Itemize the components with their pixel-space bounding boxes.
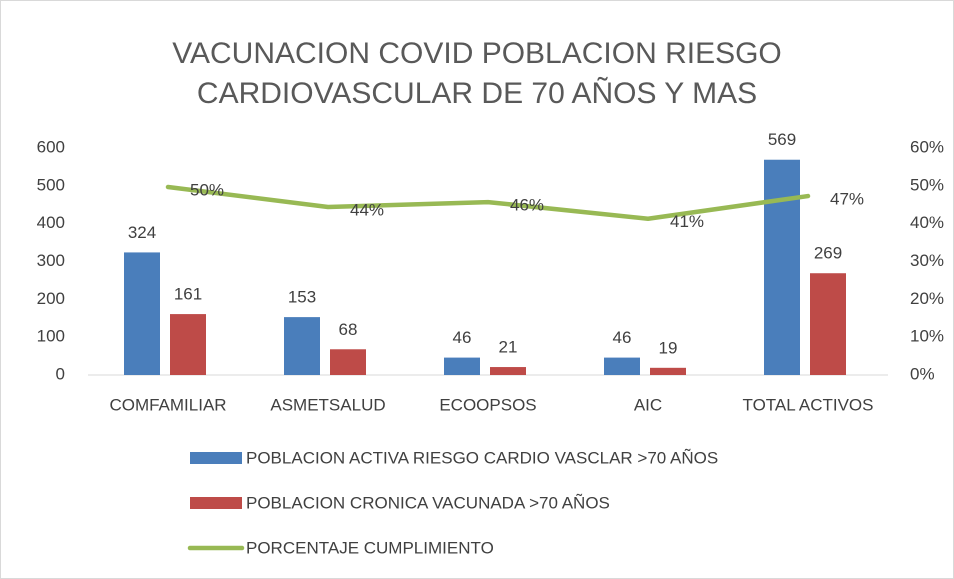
y2-tick-label: 30% [910, 251, 944, 270]
data-label: 41% [670, 212, 704, 231]
bar [810, 273, 846, 375]
chart-title: VACUNACION COVID POBLACION RIESGO CARDIO… [172, 37, 782, 110]
x-tick-label: COMFAMILIAR [109, 395, 226, 414]
data-label: 46% [510, 196, 544, 215]
data-label: 569 [768, 130, 796, 149]
y-tick-label: 400 [37, 213, 65, 232]
legend-label: PORCENTAJE CUMPLIMIENTO [246, 538, 494, 557]
bar [330, 349, 366, 375]
data-label: 153 [288, 288, 316, 307]
data-label: 19 [659, 338, 678, 357]
x-tick-label: ASMETSALUD [270, 395, 385, 414]
x-tick-label: TOTAL ACTIVOS [743, 395, 874, 414]
x-tick-label: AIC [634, 395, 662, 414]
y2-tick-label: 40% [910, 213, 944, 232]
y-tick-label: 500 [37, 175, 65, 194]
data-label: 44% [350, 201, 384, 220]
bar [764, 159, 800, 375]
bar [124, 252, 160, 375]
x-tick-label: ECOOPSOS [439, 395, 536, 414]
data-label: 68 [339, 320, 358, 339]
bar [170, 314, 206, 375]
legend-swatch [190, 452, 242, 464]
data-label: 46 [453, 328, 472, 347]
bar [604, 357, 640, 375]
bar [284, 317, 320, 375]
y2-tick-label: 60% [910, 137, 944, 156]
data-label: 324 [128, 223, 156, 242]
y2-tick-label: 50% [910, 175, 944, 194]
data-label: 21 [499, 338, 518, 357]
y-tick-label: 200 [37, 289, 65, 308]
bar [444, 357, 480, 375]
y2-tick-label: 0% [910, 364, 935, 383]
data-label: 47% [830, 190, 864, 209]
legend-label: POBLACION CRONICA VACUNADA >70 AÑOS [246, 493, 610, 512]
y2-tick-label: 10% [910, 327, 944, 346]
data-label: 269 [814, 244, 842, 263]
legend-swatch [190, 497, 242, 509]
data-label: 161 [174, 285, 202, 304]
bar [490, 367, 526, 375]
y-tick-label: 600 [37, 137, 65, 156]
y2-tick-label: 20% [910, 289, 944, 308]
y-tick-label: 0 [56, 364, 65, 383]
legend-label: POBLACION ACTIVA RIESGO CARDIO VASCLAR >… [246, 448, 718, 467]
data-label: 46 [613, 328, 632, 347]
line-series [165, 184, 811, 221]
data-label: 50% [190, 180, 224, 199]
y-tick-label: 100 [37, 327, 65, 346]
y-tick-label: 300 [37, 251, 65, 270]
bar [650, 367, 686, 375]
